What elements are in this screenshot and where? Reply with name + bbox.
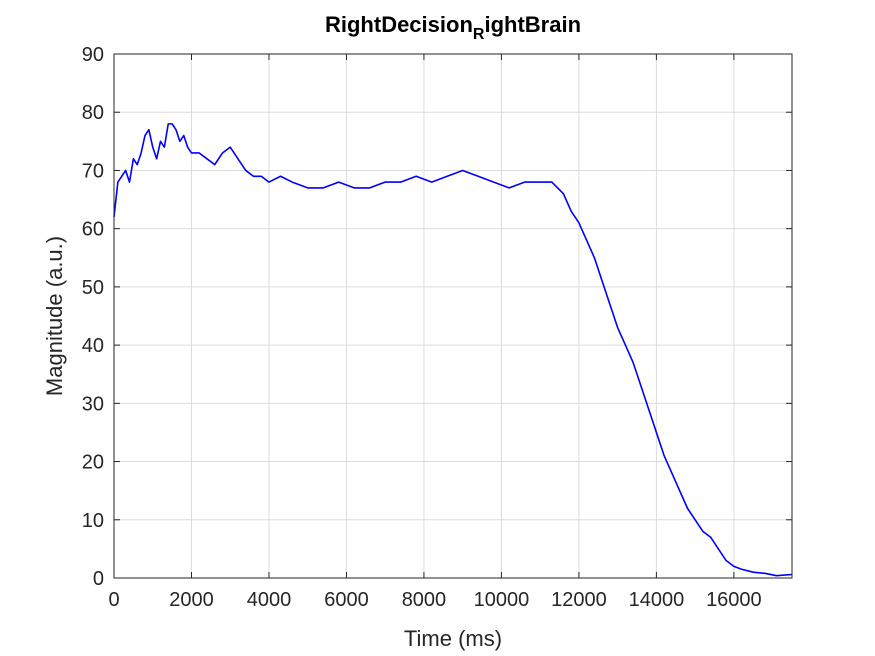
- x-tick-label: 8000: [402, 589, 447, 611]
- y-tick-label: 50: [82, 277, 104, 299]
- x-tick-label: 10000: [474, 589, 530, 611]
- y-tick-label: 80: [82, 102, 104, 124]
- title-subscript: R: [473, 26, 485, 43]
- y-tick-labels: 0 10 20 30 40 50 60 70 80 90: [82, 44, 104, 590]
- chart-title: RightDecisionRightBrain: [325, 12, 581, 43]
- y-tick-label: 40: [82, 335, 104, 357]
- x-tick-label: 16000: [706, 589, 762, 611]
- y-tick-label: 90: [82, 44, 104, 66]
- y-tick-label: 0: [93, 568, 104, 590]
- x-tick-label: 0: [108, 589, 119, 611]
- ticks: [113, 53, 792, 579]
- y-tick-label: 10: [82, 510, 104, 532]
- y-tick-label: 70: [82, 160, 104, 182]
- x-tick-labels: 0 2000 4000 6000 8000 10000 12000 14000 16000: [108, 589, 761, 611]
- title-suffix: ightBrain: [484, 12, 581, 37]
- x-tick-label: 6000: [324, 589, 369, 611]
- y-tick-label: 60: [82, 219, 104, 241]
- y-tick-label: 20: [82, 452, 104, 474]
- y-tick-label: 30: [82, 393, 104, 415]
- x-tick-label: 2000: [169, 589, 214, 611]
- y-axis-label: Magnitude (a.u.): [42, 236, 67, 396]
- x-tick-label: 4000: [247, 589, 292, 611]
- plot-frame: [113, 53, 793, 579]
- grid-lines: [113, 53, 792, 579]
- title-main: RightDecision: [325, 12, 473, 37]
- series-line: [113, 123, 793, 577]
- x-axis-label: Time (ms): [404, 626, 502, 651]
- plot-background: [114, 54, 792, 578]
- x-tick-label: 12000: [551, 589, 607, 611]
- x-tick-label: 14000: [629, 589, 685, 611]
